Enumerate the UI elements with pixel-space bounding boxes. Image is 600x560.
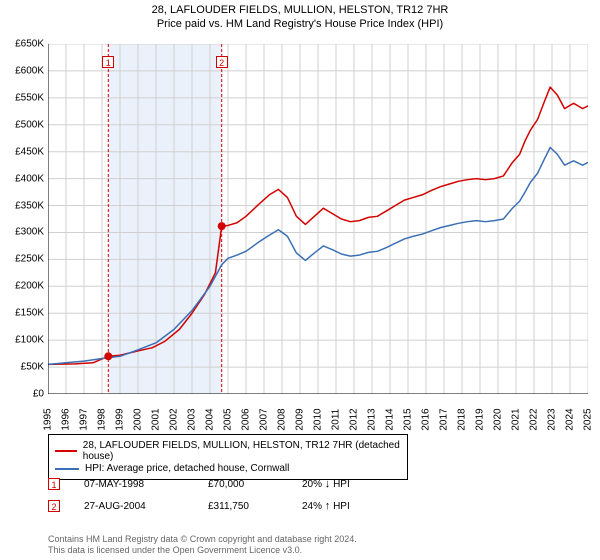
x-tick-label: 2002 — [169, 408, 180, 430]
x-tick-label: 2006 — [241, 408, 252, 430]
chart-container: 28, LAFLOUDER FIELDS, MULLION, HELSTON, … — [0, 0, 600, 560]
transaction-marker: 1 — [48, 478, 60, 490]
x-tick-label: 1995 — [43, 408, 54, 430]
x-tick-label: 2017 — [439, 408, 450, 430]
transaction-date: 07-MAY-1998 — [84, 479, 184, 490]
x-tick-label: 2023 — [547, 408, 558, 430]
x-tick-label: 2012 — [349, 408, 360, 430]
y-tick-label: £600K — [15, 65, 44, 76]
event-marker-1: 1 — [102, 56, 114, 68]
y-tick-label: £450K — [15, 146, 44, 157]
y-tick-label: £400K — [15, 173, 44, 184]
x-tick-label: 2019 — [475, 408, 486, 430]
x-tick-label: 2008 — [277, 408, 288, 430]
x-tick-label: 2004 — [205, 408, 216, 430]
transaction-marker: 2 — [48, 500, 60, 512]
transaction-price: £70,000 — [208, 479, 278, 490]
legend-label: HPI: Average price, detached house, Corn… — [85, 463, 289, 474]
x-tick-label: 2014 — [385, 408, 396, 430]
x-tick-label: 2001 — [151, 408, 162, 430]
legend-swatch — [55, 450, 77, 452]
title-line2: Price paid vs. HM Land Registry's House … — [0, 18, 600, 30]
legend-item: HPI: Average price, detached house, Corn… — [55, 463, 401, 474]
transaction-row: 1 07-MAY-1998 £70,000 20% ↓ HPI — [48, 478, 350, 490]
legend-label: 28, LAFLOUDER FIELDS, MULLION, HELSTON, … — [83, 440, 401, 462]
attribution: Contains HM Land Registry data © Crown c… — [48, 534, 357, 556]
x-tick-label: 1998 — [97, 408, 108, 430]
y-tick-label: £500K — [15, 119, 44, 130]
x-tick-label: 2005 — [223, 408, 234, 430]
x-tick-label: 2010 — [313, 408, 324, 430]
x-tick-label: 2003 — [187, 408, 198, 430]
x-tick-label: 2007 — [259, 408, 270, 430]
transaction-delta: 24% ↑ HPI — [302, 500, 350, 512]
y-tick-label: £150K — [15, 308, 44, 319]
x-tick-label: 2024 — [565, 408, 576, 430]
x-tick-label: 2009 — [295, 408, 306, 430]
legend: 28, LAFLOUDER FIELDS, MULLION, HELSTON, … — [48, 434, 408, 480]
transaction-row: 2 27-AUG-2004 £311,750 24% ↑ HPI — [48, 500, 350, 512]
y-tick-label: £550K — [15, 92, 44, 103]
x-tick-label: 2022 — [529, 408, 540, 430]
chart-svg — [48, 44, 588, 394]
titles: 28, LAFLOUDER FIELDS, MULLION, HELSTON, … — [0, 0, 600, 30]
transaction-delta: 20% ↓ HPI — [302, 478, 350, 490]
x-tick-label: 1996 — [61, 408, 72, 430]
transaction-date: 27-AUG-2004 — [84, 501, 184, 512]
x-tick-label: 2015 — [403, 408, 414, 430]
attribution-l2: This data is licensed under the Open Gov… — [48, 545, 357, 556]
y-tick-label: £300K — [15, 227, 44, 238]
x-tick-label: 2021 — [511, 408, 522, 430]
y-tick-label: £0 — [33, 389, 44, 400]
x-tick-label: 2000 — [133, 408, 144, 430]
y-tick-label: £350K — [15, 200, 44, 211]
attribution-l1: Contains HM Land Registry data © Crown c… — [48, 534, 357, 545]
x-tick-label: 2018 — [457, 408, 468, 430]
y-tick-label: £650K — [15, 39, 44, 50]
y-tick-label: £100K — [15, 335, 44, 346]
x-tick-label: 2016 — [421, 408, 432, 430]
x-tick-label: 2011 — [331, 409, 342, 431]
x-tick-label: 2013 — [367, 408, 378, 430]
event-marker-2: 2 — [216, 56, 228, 68]
transaction-price: £311,750 — [208, 501, 278, 512]
title-line1: 28, LAFLOUDER FIELDS, MULLION, HELSTON, … — [0, 4, 600, 16]
x-tick-label: 1999 — [115, 408, 126, 430]
x-tick-label: 2025 — [583, 408, 594, 430]
legend-item: 28, LAFLOUDER FIELDS, MULLION, HELSTON, … — [55, 440, 401, 462]
y-tick-label: £50K — [21, 362, 44, 373]
legend-swatch — [55, 468, 79, 470]
plot-area: £0£50K£100K£150K£200K£250K£300K£350K£400… — [48, 44, 588, 394]
y-tick-label: £250K — [15, 254, 44, 265]
x-tick-label: 2020 — [493, 408, 504, 430]
x-tick-label: 1997 — [79, 408, 90, 430]
y-tick-label: £200K — [15, 281, 44, 292]
